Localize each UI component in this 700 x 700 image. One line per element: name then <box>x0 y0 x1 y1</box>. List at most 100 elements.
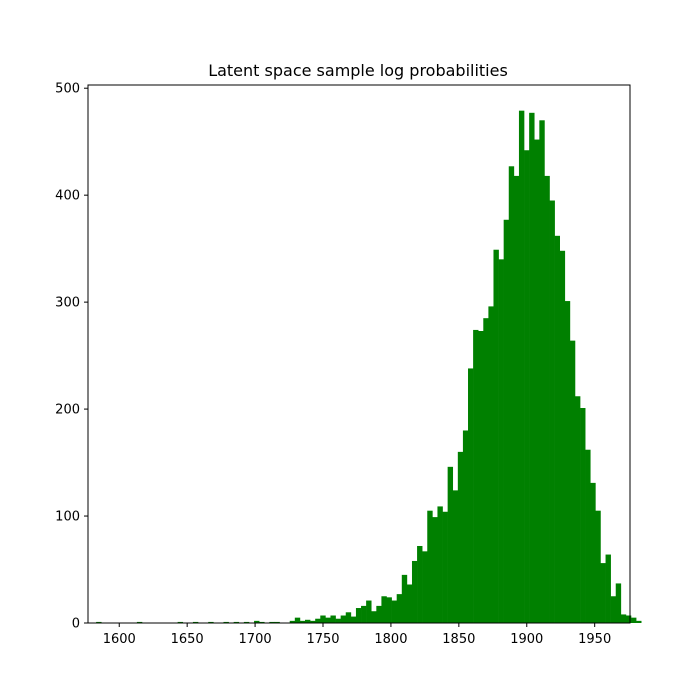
histogram-bar <box>554 235 560 623</box>
histogram-bar <box>462 430 469 623</box>
histogram-bar <box>503 219 510 623</box>
histogram-bar <box>96 621 102 623</box>
histogram-bar <box>136 621 143 623</box>
histogram-bar <box>457 451 464 623</box>
histogram-bar <box>406 584 413 623</box>
histogram-bar <box>361 605 367 623</box>
y-tick-label: 400 <box>55 189 80 204</box>
x-tick-label: 1750 <box>306 632 339 647</box>
x-axis: 1600 1650 1700 1750 1800 1850 1900 1950 <box>103 623 611 647</box>
x-tick-label: 1950 <box>578 632 611 647</box>
histogram-bar <box>590 482 596 623</box>
x-tick-label: 1900 <box>510 632 543 647</box>
histogram-bar <box>299 620 306 623</box>
histogram-bar <box>574 396 581 623</box>
histogram-bar <box>371 611 377 623</box>
histogram-bar <box>259 621 265 623</box>
histogram-bar <box>386 597 392 623</box>
histogram-bar <box>422 551 428 623</box>
histogram-bar <box>330 615 336 623</box>
histogram-bar <box>585 449 591 623</box>
chart-title: Latent space sample log probabilities <box>208 61 508 80</box>
histogram-bar <box>513 175 520 623</box>
histogram-bar <box>447 466 454 623</box>
histogram-bar <box>289 620 296 623</box>
histogram-bar <box>498 259 504 623</box>
histogram-bar <box>580 408 586 623</box>
y-tick-label: 100 <box>55 510 80 525</box>
histogram-bar <box>320 615 326 623</box>
histogram-bar <box>534 139 540 624</box>
histogram-bar <box>355 608 362 623</box>
x-tick-label: 1600 <box>103 632 136 647</box>
histogram-bar <box>325 617 331 623</box>
histogram-bar <box>417 545 423 623</box>
x-tick-label: 1700 <box>239 632 272 647</box>
histogram-bar <box>381 596 387 623</box>
histogram-bar <box>615 583 622 623</box>
histogram-bar <box>473 329 479 623</box>
histogram-bar <box>539 120 545 624</box>
y-tick-label: 300 <box>55 296 80 311</box>
histogram-bar <box>508 166 515 624</box>
histogram-bar <box>269 621 275 623</box>
histogram-bar <box>335 618 341 623</box>
histogram-bar <box>310 620 316 623</box>
histogram-bar <box>223 621 229 623</box>
histogram-bar <box>427 510 433 623</box>
histogram-bar <box>610 596 617 623</box>
histogram-bar <box>208 621 214 623</box>
histogram-bar <box>177 621 184 623</box>
histogram-bar <box>493 249 499 623</box>
histogram-bar <box>636 620 642 623</box>
histogram-bar <box>595 510 601 623</box>
histogram-bar <box>518 110 525 624</box>
histogram-bar <box>625 615 632 623</box>
histogram-bar <box>243 621 250 623</box>
histogram-bar <box>396 594 403 623</box>
y-tick-label: 500 <box>55 82 80 97</box>
histogram-bar <box>569 340 576 623</box>
histogram-bar <box>391 600 397 623</box>
y-tick-label: 0 <box>72 617 80 632</box>
histogram-bar <box>233 621 240 623</box>
histogram-bar <box>401 574 408 623</box>
histogram-bars <box>96 110 642 624</box>
histogram-bar <box>305 619 311 623</box>
histogram-bar <box>631 617 637 623</box>
histogram-bar <box>350 616 357 623</box>
histogram-bar <box>544 175 550 623</box>
histogram-bar <box>488 306 494 623</box>
histogram-bar <box>345 612 352 623</box>
x-tick-label: 1800 <box>374 632 407 647</box>
histogram-bar <box>564 301 571 623</box>
x-tick-label: 1850 <box>442 632 475 647</box>
histogram-bar <box>605 554 611 623</box>
histogram-bar <box>442 511 448 623</box>
histogram-bar <box>294 617 301 623</box>
y-axis: 0 100 200 300 400 500 <box>55 82 88 632</box>
histogram-bar <box>600 563 606 623</box>
y-tick-label: 200 <box>55 403 80 418</box>
histogram-bar <box>274 621 280 623</box>
histogram-bar <box>254 620 260 623</box>
histogram-bar <box>559 250 566 624</box>
histogram-bar <box>468 368 474 623</box>
histogram-bar <box>620 614 627 623</box>
histogram-bar <box>376 605 382 623</box>
histogram-bar <box>483 318 489 623</box>
histogram-bar <box>192 621 199 623</box>
histogram-bar <box>411 560 418 623</box>
histogram-bar <box>524 150 530 624</box>
histogram-bar <box>340 615 347 623</box>
histogram-bar <box>529 112 535 623</box>
histogram-bar <box>366 600 372 623</box>
plot-frame <box>87 84 631 624</box>
x-tick-label: 1650 <box>171 632 204 647</box>
histogram-bar <box>437 506 443 623</box>
histogram-bar <box>315 618 321 623</box>
histogram-bar <box>452 490 459 623</box>
histogram-bar <box>432 517 438 623</box>
histogram-bar <box>478 331 484 623</box>
